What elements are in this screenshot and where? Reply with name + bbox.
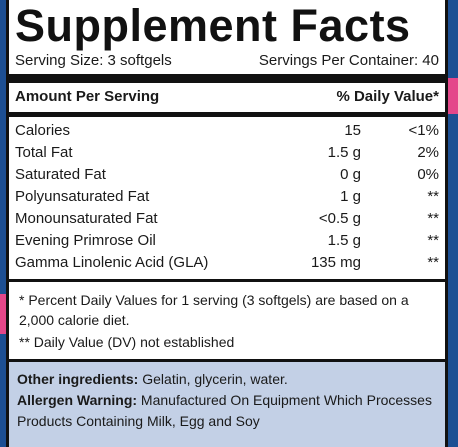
dv-not-established-footnote: ** Daily Value (DV) not established (19, 334, 235, 350)
daily-value-footnote: * Percent Daily Values for 1 serving (3 … (19, 292, 409, 328)
nutrient-amount: 1.5 g (327, 144, 361, 161)
nutrient-row: Saturated Fat 0 g 0% (15, 164, 439, 186)
nutrient-amount: 1.5 g (327, 232, 361, 249)
nutrient-name: Evening Primrose Oil (15, 232, 156, 249)
nutrient-row: Monounsaturated Fat <0.5 g ** (15, 208, 439, 230)
allergen-label: Allergen Warning: (17, 392, 138, 408)
nutrient-name: Calories (15, 122, 71, 139)
serving-info-row: Serving Size: 3 softgels Servings Per Co… (15, 52, 439, 69)
nutrient-name: Gamma Linolenic Acid (GLA) (15, 254, 209, 271)
amount-header: Amount Per Serving (15, 88, 160, 105)
nutrient-amount: <0.5 g (318, 210, 361, 227)
ingredients-panel: Other ingredients: Gelatin, glycerin, wa… (6, 362, 448, 447)
column-header-row: Amount Per Serving % Daily Value* (15, 88, 439, 105)
nutrient-daily-value: ** (427, 210, 439, 227)
nutrient-list: Calories 15 <1% Total Fat 1.5 g 2% Satur… (15, 120, 439, 274)
other-ingredients-text: Gelatin, glycerin, water. (138, 371, 288, 387)
nutrient-row: Total Fat 1.5 g 2% (15, 142, 439, 164)
servings-per-container: Servings Per Container: 40 (258, 52, 439, 69)
nutrient-amount: 15 (344, 122, 361, 139)
serving-size: Serving Size: 3 softgels (15, 52, 172, 69)
medium-divider (9, 112, 445, 117)
nutrient-row: Evening Primrose Oil 1.5 g ** (15, 230, 439, 252)
nutrient-name: Saturated Fat (15, 166, 106, 183)
bottom-divider (9, 279, 445, 282)
nutrient-daily-value: 2% (417, 144, 439, 161)
daily-value-header: % Daily Value* (336, 88, 439, 105)
nutrient-daily-value: <1% (408, 122, 439, 139)
nutrient-row: Gamma Linolenic Acid (GLA) 135 mg ** (15, 252, 439, 274)
nutrient-name: Polyunsaturated Fat (15, 188, 150, 205)
nutrient-row: Polyunsaturated Fat 1 g ** (15, 186, 439, 208)
nutrient-daily-value: ** (427, 188, 439, 205)
nutrient-daily-value: ** (427, 254, 439, 271)
nutrient-daily-value: ** (427, 232, 439, 249)
nutrient-amount: 1 g (340, 188, 361, 205)
nutrient-amount: 0 g (340, 166, 361, 183)
nutrient-amount: 135 mg (310, 254, 361, 271)
thick-divider (9, 74, 445, 83)
allergen-text: Manufactured On Equipment Which Processe… (17, 392, 432, 429)
other-ingredients: Other ingredients: Gelatin, glycerin, wa… (17, 369, 437, 390)
nutrient-name: Monounsaturated Fat (15, 210, 158, 227)
pink-accent-stripe-left (0, 294, 8, 334)
other-ingredients-label: Other ingredients: (17, 371, 139, 387)
nutrient-name: Total Fat (15, 144, 73, 161)
allergen-warning: Allergen Warning: Manufactured On Equipm… (17, 390, 437, 432)
nutrient-daily-value: 0% (417, 166, 439, 183)
supplement-facts-panel: Supplement Facts Serving Size: 3 softgel… (6, 0, 448, 362)
panel-title: Supplement Facts (15, 0, 411, 51)
nutrient-row: Calories 15 <1% (15, 120, 439, 142)
